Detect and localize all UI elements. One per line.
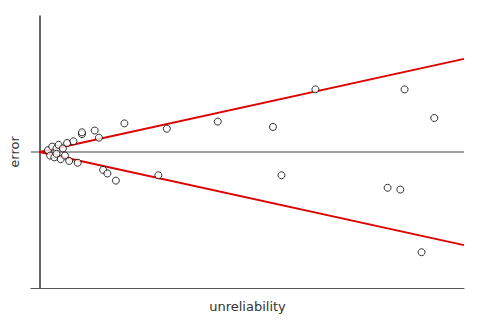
svg-text:unreliability: unreliability bbox=[209, 299, 286, 314]
svg-text:error: error bbox=[7, 136, 22, 168]
